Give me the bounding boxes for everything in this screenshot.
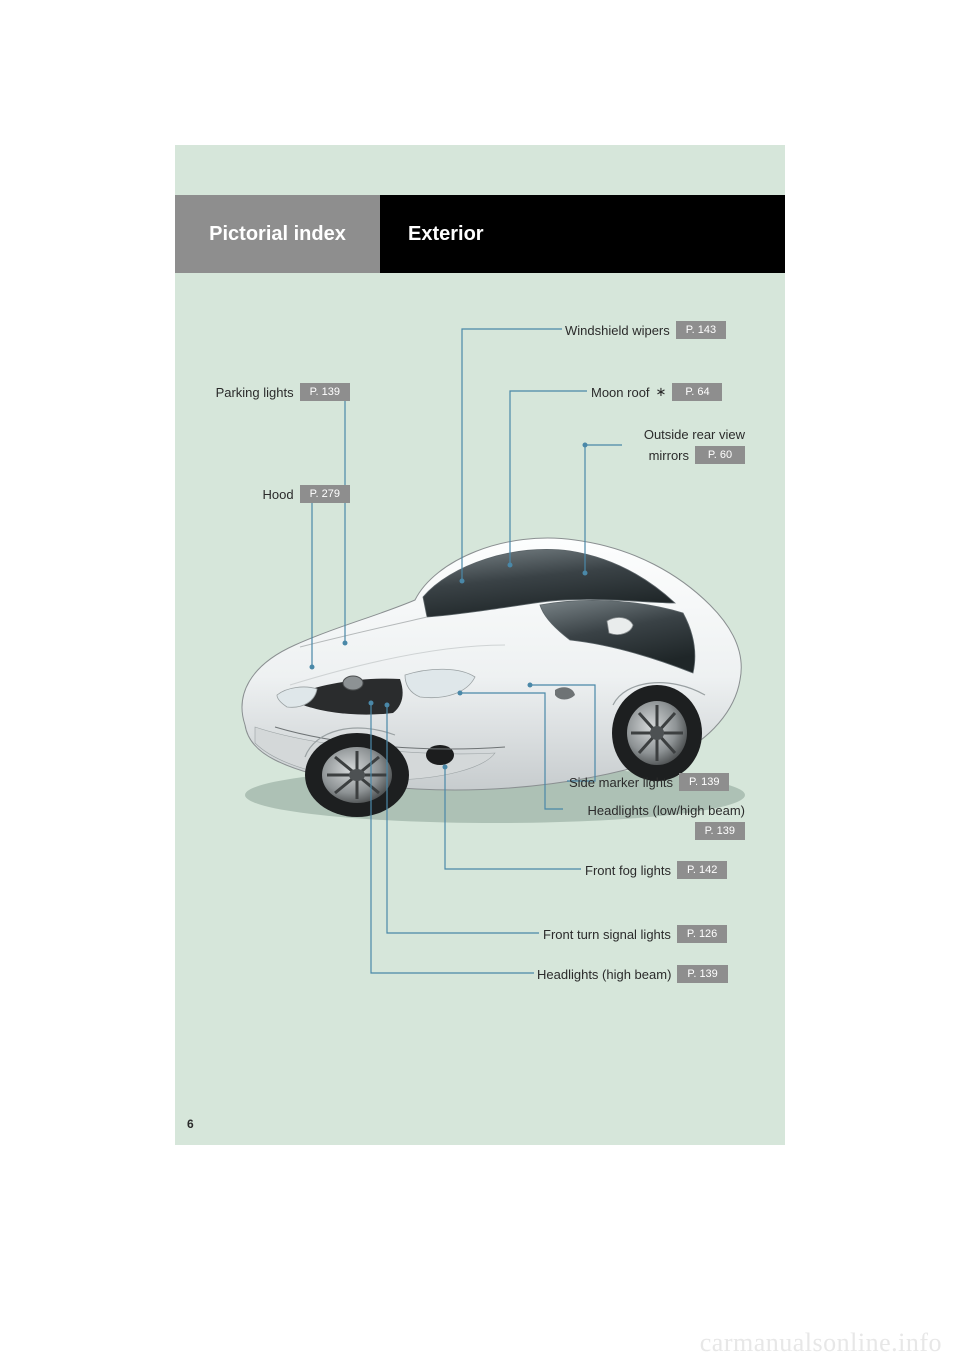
moon-roof-label: Moon roof xyxy=(591,385,650,400)
side-marker-lights-label: Side marker lights xyxy=(569,775,673,790)
windshield-wipers-label: Windshield wipers xyxy=(565,323,670,338)
outside-mirrors-label1: Outside rear view xyxy=(644,427,745,442)
callout-headlights-low-high: Headlights (low/high beam) P. 139 xyxy=(565,803,745,840)
page-header: Pictorial index Exterior xyxy=(175,195,785,273)
parking-lights-label: Parking lights xyxy=(216,385,294,400)
callout-windshield-wipers: Windshield wipers P. 143 xyxy=(565,321,726,339)
callout-moon-roof: Moon roof ∗ P. 64 xyxy=(591,383,722,401)
headlights-high-beam-page[interactable]: P. 139 xyxy=(677,965,727,983)
outside-mirrors-label2: mirrors xyxy=(649,448,689,463)
headlights-low-high-page[interactable]: P. 139 xyxy=(695,822,745,840)
watermark-text: carmanualsonline.info xyxy=(700,1328,942,1358)
header-index-tab: Pictorial index xyxy=(175,195,380,273)
callout-front-turn-signals: Front turn signal lights P. 126 xyxy=(543,925,727,943)
parking-lights-page[interactable]: P. 139 xyxy=(300,383,350,401)
front-fog-lights-label: Front fog lights xyxy=(585,863,671,878)
outside-mirrors-page[interactable]: P. 60 xyxy=(695,446,745,464)
stage: Pictorial index Exterior xyxy=(0,0,960,1358)
callout-outside-mirrors: Outside rear view mirrors P. 60 xyxy=(625,427,745,464)
callout-front-fog-lights: Front fog lights P. 142 xyxy=(585,861,727,879)
page-number: 6 xyxy=(187,1117,194,1131)
headlights-high-beam-label: Headlights (high beam) xyxy=(537,967,671,982)
front-turn-signals-page[interactable]: P. 126 xyxy=(677,925,727,943)
hood-label: Hood xyxy=(263,487,294,502)
callout-headlights-high-beam: Headlights (high beam) P. 139 xyxy=(537,965,728,983)
callout-parking-lights: Parking lights P. 139 xyxy=(216,383,350,401)
front-turn-signals-label: Front turn signal lights xyxy=(543,927,671,942)
header-index-label: Pictorial index xyxy=(209,223,346,246)
header-section-tab: Exterior xyxy=(380,195,785,273)
callout-hood: Hood P. 279 xyxy=(263,485,350,503)
headlights-low-high-label: Headlights (low/high beam) xyxy=(587,803,745,818)
moon-roof-asterisk: ∗ xyxy=(656,384,667,400)
hood-page[interactable]: P. 279 xyxy=(300,485,350,503)
windshield-wipers-page[interactable]: P. 143 xyxy=(676,321,726,339)
header-section-label: Exterior xyxy=(408,223,484,246)
manual-page: Pictorial index Exterior xyxy=(175,145,785,1145)
callout-side-marker-lights: Side marker lights P. 139 xyxy=(569,773,729,791)
front-fog-lights-page[interactable]: P. 142 xyxy=(677,861,727,879)
moon-roof-page[interactable]: P. 64 xyxy=(672,383,722,401)
side-marker-lights-page[interactable]: P. 139 xyxy=(679,773,729,791)
